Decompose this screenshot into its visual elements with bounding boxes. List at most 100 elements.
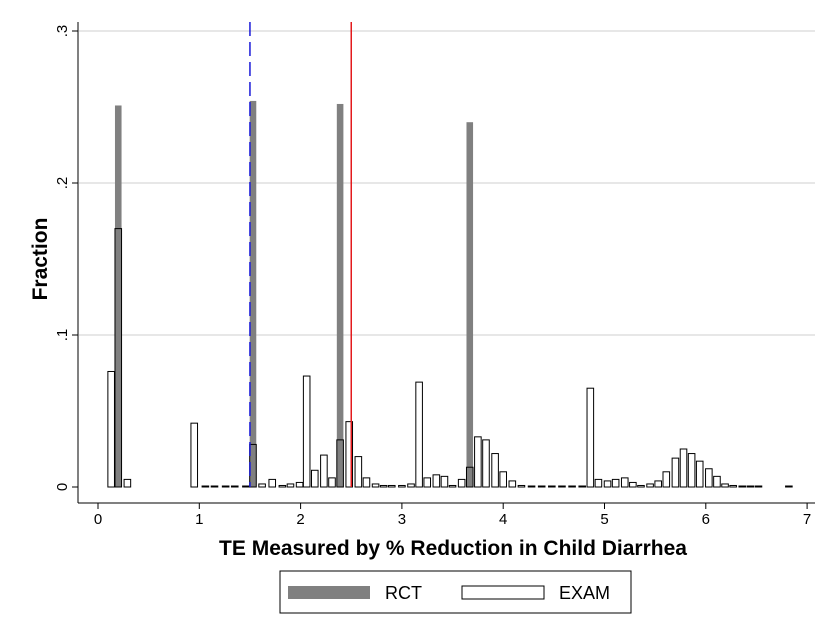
- y-tick-label-1: .1: [54, 329, 71, 342]
- exam-bar-66: [746, 485, 755, 488]
- legend-rct-swatch: [288, 586, 370, 599]
- exam-bar-30: [432, 474, 441, 488]
- exam-bar-44: [558, 485, 566, 488]
- exam-bar-38: [499, 471, 507, 488]
- exam-bar-46: [578, 485, 587, 488]
- exam-bar-42: [537, 485, 546, 488]
- x-tick-label-0: 0: [94, 511, 102, 528]
- legend: RCT EXAM: [279, 570, 632, 614]
- exam-bar-32: [448, 484, 457, 488]
- exam-bar-39: [508, 480, 517, 488]
- exam-bar-18: [328, 477, 336, 488]
- rct-bars: [114, 100, 474, 488]
- axes: [77, 22, 815, 504]
- x-axis-title: TE Measured by % Reduction in Child Diar…: [219, 537, 687, 560]
- exam-bar-28: [415, 381, 423, 488]
- exam-bars: [107, 228, 793, 488]
- y-axis-ticks: 0 .1 .2 .3: [54, 25, 78, 491]
- y-axis-title: Fraction: [29, 218, 52, 301]
- exam-bar-55: [654, 480, 662, 488]
- legend-exam-swatch: [461, 585, 545, 600]
- gridlines: [79, 30, 815, 336]
- rct-bar-2: [336, 103, 344, 488]
- exam-bar-43: [548, 485, 556, 488]
- exam-bar-33: [457, 478, 466, 488]
- exam-bar-61: [705, 468, 713, 488]
- exam-bar-41: [527, 485, 536, 488]
- exam-bar-50: [611, 478, 620, 488]
- x-tick-label-3: 3: [398, 511, 406, 528]
- exam-bar-5: [210, 485, 219, 488]
- exam-bar-34: [465, 466, 474, 488]
- exam-bar-25: [387, 484, 396, 488]
- rct-bar-1: [249, 100, 257, 488]
- legend-rct-label: RCT: [385, 583, 422, 603]
- x-axis-ticks: 0 1 2 3 4 5 6 7: [94, 503, 811, 528]
- exam-bar-8: [242, 485, 250, 488]
- exam-bar-16: [310, 469, 319, 488]
- x-tick-label-7: 7: [803, 511, 811, 528]
- legend-exam-label: EXAM: [559, 583, 610, 603]
- exam-bar-11: [268, 478, 277, 488]
- exam-bar-20: [345, 421, 354, 488]
- exam-bar-13: [286, 483, 295, 488]
- x-tick-label-4: 4: [499, 511, 507, 528]
- exam-bar-40: [517, 484, 526, 488]
- exam-bar-27: [407, 483, 415, 488]
- exam-bar-21: [354, 456, 363, 488]
- exam-bar-53: [637, 484, 645, 488]
- exam-bar-2: [123, 478, 132, 488]
- exam-bar-59: [687, 453, 696, 488]
- exam-bar-48: [594, 478, 603, 488]
- exam-bar-29: [423, 477, 432, 488]
- exam-bar-45: [568, 485, 576, 488]
- exam-bar-36: [482, 439, 490, 488]
- exam-bar-57: [671, 457, 680, 488]
- y-tick-label-3: .3: [54, 25, 71, 38]
- exam-bar-68: [785, 485, 793, 488]
- y-tick-label-0: 0: [54, 483, 71, 491]
- exam-bar-62: [713, 475, 721, 488]
- exam-bar-7: [230, 485, 239, 488]
- x-tick-label-1: 1: [195, 511, 203, 528]
- exam-bar-56: [662, 471, 671, 488]
- exam-bar-63: [721, 483, 729, 488]
- exam-bar-0: [107, 370, 115, 488]
- exam-bar-31: [440, 475, 449, 488]
- exam-bar-15: [302, 375, 311, 488]
- exam-bar-51: [620, 477, 629, 488]
- exam-bar-65: [738, 485, 747, 488]
- exam-bar-1: [114, 228, 123, 488]
- exam-bar-60: [695, 460, 704, 488]
- exam-bar-58: [679, 448, 688, 488]
- exam-bar-49: [603, 480, 612, 488]
- exam-bar-17: [320, 454, 328, 488]
- exam-bar-37: [491, 453, 499, 488]
- rct-bar-0: [114, 105, 122, 487]
- exam-bar-4: [201, 485, 210, 488]
- exam-bar-47: [586, 387, 595, 488]
- reference-lines: [249, 22, 352, 487]
- exam-bar-10: [258, 483, 266, 488]
- rct-bar-3: [466, 122, 474, 487]
- exam-bar-3: [190, 422, 199, 488]
- exam-bar-35: [474, 436, 482, 488]
- x-tick-label-5: 5: [600, 511, 608, 528]
- exam-bar-24: [379, 484, 388, 488]
- exam-bar-64: [729, 484, 737, 488]
- exam-bar-23: [371, 483, 380, 488]
- exam-bar-19: [336, 439, 344, 488]
- exam-bar-12: [278, 484, 287, 488]
- exam-bar-54: [646, 483, 654, 488]
- exam-bar-67: [754, 485, 763, 488]
- y-tick-label-2: .2: [54, 177, 71, 190]
- exam-bar-14: [295, 481, 304, 488]
- x-tick-label-2: 2: [296, 511, 304, 528]
- exam-bar-26: [398, 484, 406, 488]
- exam-bar-52: [629, 481, 637, 488]
- x-tick-label-6: 6: [702, 511, 710, 528]
- exam-bar-6: [221, 485, 230, 488]
- exam-bar-22: [362, 477, 371, 488]
